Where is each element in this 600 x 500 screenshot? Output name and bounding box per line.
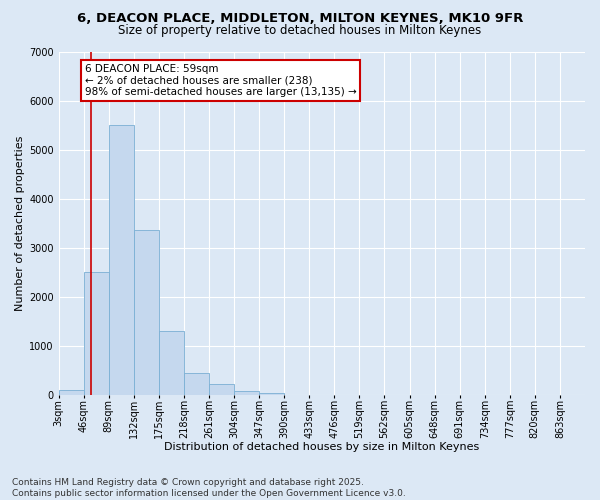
Text: 6 DEACON PLACE: 59sqm
← 2% of detached houses are smaller (238)
98% of semi-deta: 6 DEACON PLACE: 59sqm ← 2% of detached h… bbox=[85, 64, 356, 97]
Y-axis label: Number of detached properties: Number of detached properties bbox=[15, 136, 25, 311]
Bar bbox=[184, 372, 209, 394]
Bar bbox=[134, 230, 159, 394]
X-axis label: Distribution of detached houses by size in Milton Keynes: Distribution of detached houses by size … bbox=[164, 442, 479, 452]
Text: Contains HM Land Registry data © Crown copyright and database right 2025.
Contai: Contains HM Land Registry data © Crown c… bbox=[12, 478, 406, 498]
Bar bbox=[59, 390, 84, 394]
Bar bbox=[159, 331, 184, 394]
Bar bbox=[109, 125, 134, 394]
Bar bbox=[209, 384, 234, 394]
Bar bbox=[84, 272, 109, 394]
Text: Size of property relative to detached houses in Milton Keynes: Size of property relative to detached ho… bbox=[118, 24, 482, 37]
Text: 6, DEACON PLACE, MIDDLETON, MILTON KEYNES, MK10 9FR: 6, DEACON PLACE, MIDDLETON, MILTON KEYNE… bbox=[77, 12, 523, 26]
Bar bbox=[259, 393, 284, 394]
Bar bbox=[234, 390, 259, 394]
